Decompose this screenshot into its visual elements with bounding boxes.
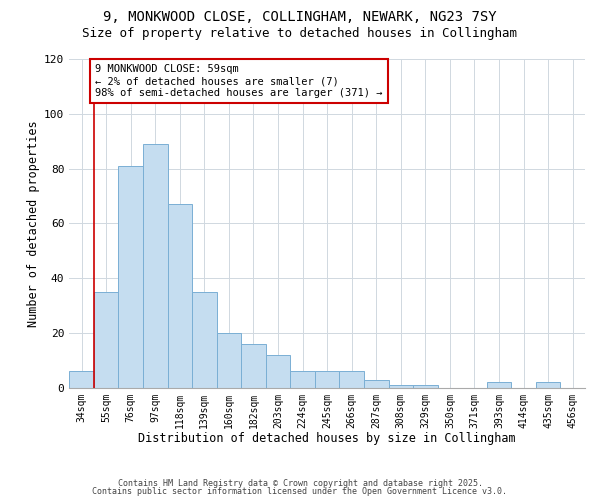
Text: Contains public sector information licensed under the Open Government Licence v3: Contains public sector information licen… xyxy=(92,488,508,496)
X-axis label: Distribution of detached houses by size in Collingham: Distribution of detached houses by size … xyxy=(139,432,516,445)
Bar xyxy=(413,385,437,388)
Text: Contains HM Land Registry data © Crown copyright and database right 2025.: Contains HM Land Registry data © Crown c… xyxy=(118,478,482,488)
Bar xyxy=(364,380,389,388)
Bar xyxy=(94,292,118,388)
Bar xyxy=(143,144,167,388)
Bar xyxy=(118,166,143,388)
Bar xyxy=(192,292,217,388)
Bar xyxy=(536,382,560,388)
Bar xyxy=(290,372,315,388)
Bar xyxy=(315,372,340,388)
Bar xyxy=(487,382,511,388)
Bar xyxy=(69,372,94,388)
Bar xyxy=(266,355,290,388)
Text: 9 MONKWOOD CLOSE: 59sqm
← 2% of detached houses are smaller (7)
98% of semi-deta: 9 MONKWOOD CLOSE: 59sqm ← 2% of detached… xyxy=(95,64,383,98)
Text: 9, MONKWOOD CLOSE, COLLINGHAM, NEWARK, NG23 7SY: 9, MONKWOOD CLOSE, COLLINGHAM, NEWARK, N… xyxy=(103,10,497,24)
Bar xyxy=(217,333,241,388)
Bar xyxy=(389,385,413,388)
Bar xyxy=(241,344,266,388)
Bar xyxy=(167,204,192,388)
Y-axis label: Number of detached properties: Number of detached properties xyxy=(27,120,40,326)
Text: Size of property relative to detached houses in Collingham: Size of property relative to detached ho… xyxy=(83,28,517,40)
Bar xyxy=(340,372,364,388)
